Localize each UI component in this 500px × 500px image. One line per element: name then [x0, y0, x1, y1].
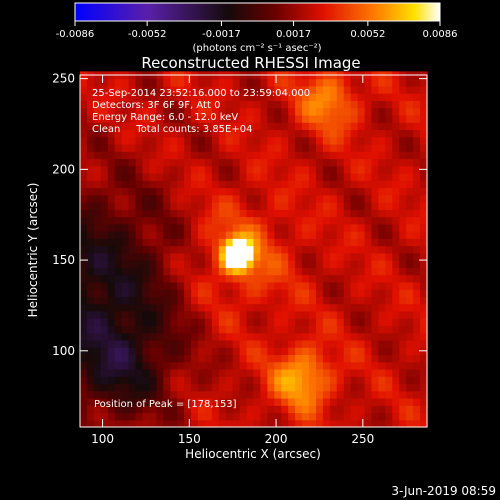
colorbar-tick-label: -0.0052 — [128, 29, 167, 40]
chart-title: Reconstructed RHESSI Image — [141, 54, 360, 72]
x-axis-label: Heliocentric X (arcsec) — [185, 447, 321, 461]
colorbar-tick-label: -0.0017 — [202, 29, 241, 40]
colorbar-tick-label: -0.0086 — [56, 29, 95, 40]
colorbar-unit-label: (photons cm⁻² s⁻¹ asec⁻²) — [192, 43, 321, 54]
colorbar-tick-label: 0.0017 — [276, 29, 311, 40]
x-tick-label: 150 — [178, 432, 201, 446]
colorbar-tick-label: 0.0086 — [423, 29, 458, 40]
method-counts-annotation: Clean Total counts: 3.85E+04 — [92, 124, 252, 135]
y-tick-label: 150 — [52, 253, 75, 267]
axes: 100 150 200 250 100 150 200 250 — [52, 72, 427, 446]
x-tick-label: 200 — [265, 432, 288, 446]
peak-position-annotation: Position of Peak = [178,153] — [94, 399, 237, 410]
colorbar-frame — [74, 2, 441, 22]
heatmap-image — [80, 71, 428, 428]
y-tick-label: 250 — [52, 72, 75, 86]
x-tick-label: 100 — [91, 432, 114, 446]
y-tick-label: 200 — [52, 162, 75, 176]
colorbar-ticks: -0.0086 -0.0052 -0.0017 0.0017 0.0052 0.0086 — [56, 21, 458, 40]
y-tick-label: 100 — [52, 344, 75, 358]
time-range-annotation: 25-Sep-2014 23:52:16.000 to 23:59:04.000 — [92, 88, 310, 99]
energy-range-annotation: Energy Range: 6.0 - 12.0 keV — [92, 112, 238, 123]
colorbar-tick-label: 0.0052 — [350, 29, 385, 40]
detectors-annotation: Detectors: 3F 6F 9F, Att 0 — [92, 100, 220, 111]
plot-frame — [79, 74, 428, 428]
y-axis-label: Heliocentric Y (arcsec) — [26, 183, 40, 318]
generation-date: 3-Jun-2019 08:59 — [391, 484, 496, 498]
colorbar — [75, 3, 440, 21]
x-tick-label: 250 — [351, 432, 374, 446]
